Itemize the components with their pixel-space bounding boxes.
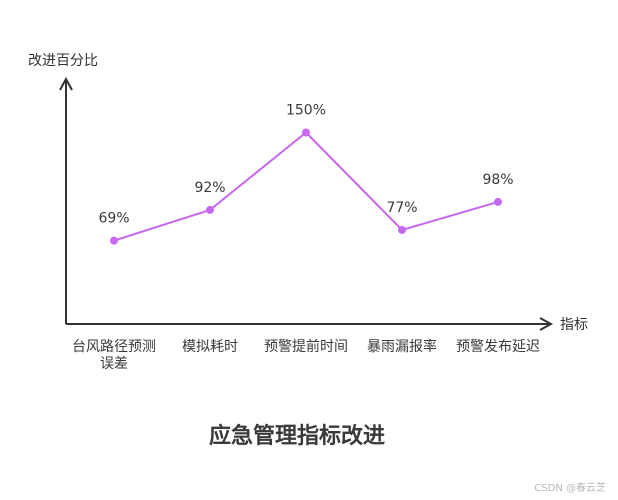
chart-title: 应急管理指标改进	[208, 424, 385, 449]
data-label: 77%	[386, 200, 417, 216]
data-label: 92%	[194, 180, 225, 196]
chart-axes	[59, 76, 554, 331]
x-tick-label: 台风路径预测误差	[72, 339, 156, 372]
series-line-group: 69% 92% 150% 77% 98%	[98, 103, 514, 245]
data-label: 150%	[286, 103, 326, 119]
x-tick-labels: 台风路径预测误差 模拟耗时 预警提前时间 暴雨漏报率 预警发布延迟	[72, 338, 540, 372]
data-label: 98%	[482, 172, 513, 188]
y-axis-arrow	[59, 76, 73, 91]
x-tick-label: 预警提前时间	[264, 338, 348, 355]
data-point	[110, 236, 118, 245]
data-point	[494, 197, 502, 206]
x-tick-label: 预警发布延迟	[456, 339, 540, 355]
data-point	[302, 128, 310, 137]
data-point	[398, 225, 406, 234]
x-tick-label: 暴雨漏报率	[367, 338, 437, 355]
x-axis-arrow	[539, 317, 554, 331]
data-point	[206, 205, 214, 214]
x-tick-label: 模拟耗时	[182, 339, 238, 355]
x-axis-title: 指标	[560, 317, 588, 333]
series-line	[113, 131, 499, 242]
y-axis-title: 改进百分比	[28, 53, 98, 69]
data-label: 69%	[98, 211, 129, 227]
watermark: CSDN @春云芝	[534, 483, 606, 494]
